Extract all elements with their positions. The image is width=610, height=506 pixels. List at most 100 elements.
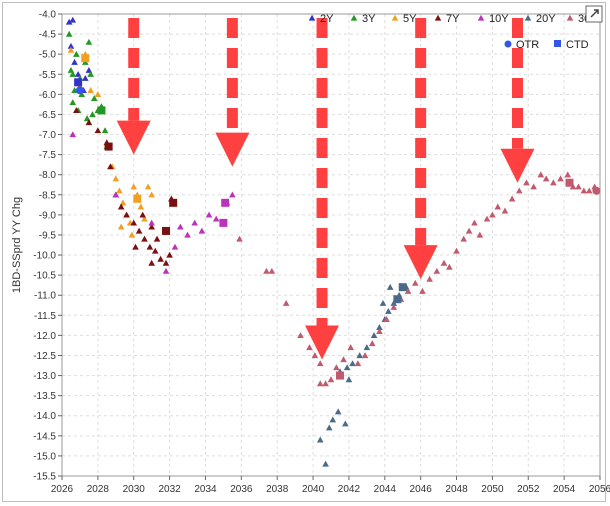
y-tick-label: -10.0 [33,251,56,262]
point-5Y [144,183,152,190]
down-arrow-4 [403,18,438,280]
point-20Y [325,424,333,431]
point-10Y [184,231,191,238]
point-30Y [426,275,433,282]
point-30Y [419,287,426,294]
point-30Y [322,380,329,387]
point-7Y [148,223,155,230]
x-tick-label: 2040 [302,484,325,495]
down-arrow-1 [116,18,151,155]
point-10Y [191,219,199,226]
point-20Y [385,307,392,314]
point-3Y [69,70,77,77]
point-30Y [580,187,588,194]
ctd-marker [335,371,344,380]
point-10Y [212,215,220,222]
point-5Y [137,203,145,210]
point-3Y [101,127,109,134]
point-20Y [349,360,356,367]
point-3Y [87,70,94,77]
point-7Y [162,259,170,266]
x-tick-label: 2046 [410,484,433,495]
point-2Y [65,18,73,25]
point-7Y [139,211,146,218]
legend-marker-2Y [308,14,316,21]
point-5Y [117,223,125,230]
down-arrow-2 [215,18,250,167]
point-5Y [112,175,120,182]
y-tick-label: -9.0 [39,210,57,221]
arrow-head [215,132,250,167]
legend-label-OTR: OTR [516,39,539,51]
point-20Y [342,420,349,427]
expand-icon[interactable] [585,5,603,23]
otr-marker [592,186,601,195]
point-10Y [229,191,236,198]
y-tick-label: -13.0 [33,371,56,382]
x-tick-label: 2028 [87,484,110,495]
ctd-marker [393,295,402,304]
point-30Y [297,332,304,339]
y-tick-label: -12.0 [33,331,56,342]
point-20Y [329,416,337,423]
point-3Y [90,95,98,102]
point-10Y [148,219,155,226]
point-30Y [465,227,473,234]
ctd-marker [565,178,574,187]
point-30Y [306,344,313,351]
down-arrow-3 [305,18,340,360]
point-7Y [85,119,93,126]
down-arrow-5 [500,18,535,183]
point-30Y [516,187,523,194]
legend-marker-CTD [554,40,561,47]
legend-label-10Y: 10Y [489,13,509,25]
legend-label-2Y: 2Y [320,13,334,25]
y-tick-label: -11.5 [34,311,56,322]
y-tick-label: -4.0 [39,10,57,21]
point-3Y [89,111,96,118]
point-30Y [550,179,557,186]
point-30Y [575,183,582,190]
point-20Y [376,324,383,330]
y-tick-label: -12.5 [33,351,56,362]
point-30Y [489,211,496,218]
axes: -4.0 -4.5 -5.0 -5.5 -6.0 -6.5 -7.0 -7.5 -8.0 -8.5… [33,10,610,496]
x-tick-label: 2050 [481,484,504,495]
x-tick-label: 2034 [194,484,217,495]
legend-label-CTD: CTD [566,39,589,51]
ctd-marker [97,106,106,115]
point-30Y [476,231,484,238]
point-20Y [363,344,371,351]
point-30Y [494,203,502,210]
point-3Y [85,38,93,45]
point-5Y [94,91,102,97]
point-10Y [69,131,77,138]
point-20Y [334,408,342,415]
y-tick-label: -11.0 [34,291,56,302]
point-20Y [322,460,329,467]
point-30Y [453,247,460,254]
series-30Y [236,171,598,387]
x-tick-label: 2056 [589,484,610,495]
x-tick-label: 2052 [517,484,540,495]
point-7Y [73,107,80,114]
point-30Y [564,171,572,178]
otr-marker [75,86,84,95]
point-3Y [65,30,73,37]
point-10Y [171,243,179,250]
point-30Y [268,267,276,274]
point-7Y [151,247,159,254]
y-tick-label: -8.0 [39,170,57,181]
ctd-marker [133,194,142,203]
y-tick-label: -9.5 [39,230,57,241]
legend-marker-3Y [350,14,358,21]
point-7Y [130,219,138,226]
point-30Y [523,179,530,186]
point-30Y [361,352,369,359]
y-tick-label: -7.0 [39,130,57,141]
legend-label-20Y: 20Y [536,13,556,25]
point-30Y [282,299,290,306]
legend-marker-7Y [434,14,442,21]
y-tick-label: -5.5 [39,70,57,81]
point-30Y [501,207,509,214]
